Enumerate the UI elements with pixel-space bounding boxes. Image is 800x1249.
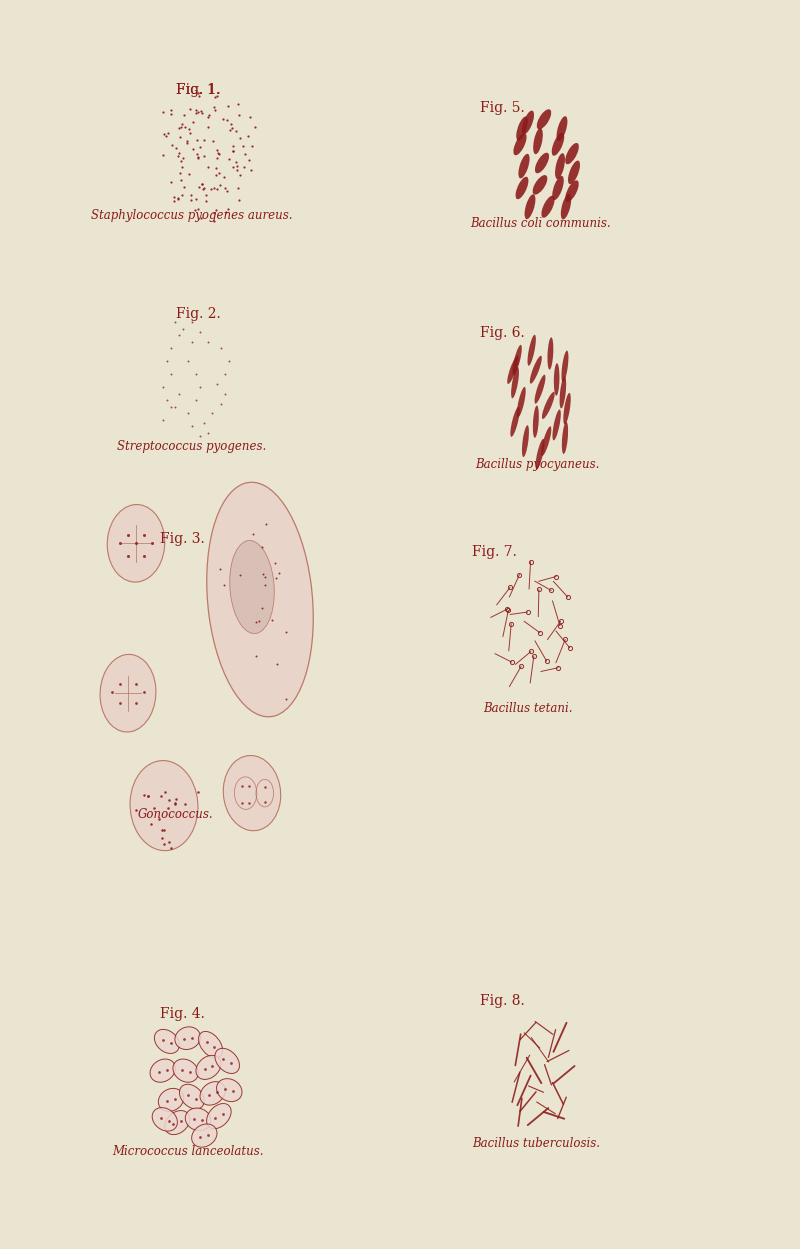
Text: Fig. 3.: Fig. 3. [160, 532, 205, 546]
Text: Bacillus tetani.: Bacillus tetani. [483, 702, 573, 714]
Ellipse shape [557, 116, 567, 141]
Ellipse shape [175, 1027, 201, 1049]
Ellipse shape [555, 154, 565, 179]
Text: Gonococcus.: Gonococcus. [138, 808, 214, 821]
Ellipse shape [179, 1084, 204, 1109]
Ellipse shape [192, 1124, 217, 1147]
Text: Fig. 8.: Fig. 8. [480, 994, 525, 1008]
Ellipse shape [559, 376, 566, 408]
Ellipse shape [533, 175, 547, 195]
Text: Fig. 7.: Fig. 7. [472, 545, 517, 558]
Ellipse shape [522, 425, 529, 457]
Text: Fɪɢ. 1.: Fɪɢ. 1. [176, 82, 220, 96]
Ellipse shape [510, 406, 520, 437]
Ellipse shape [542, 196, 554, 217]
Text: Bacillus tuberculosis.: Bacillus tuberculosis. [472, 1137, 600, 1149]
Ellipse shape [562, 422, 568, 453]
Ellipse shape [568, 161, 580, 184]
Ellipse shape [230, 541, 274, 633]
Ellipse shape [565, 142, 579, 165]
Ellipse shape [566, 180, 578, 202]
Ellipse shape [552, 132, 564, 156]
Ellipse shape [165, 1110, 190, 1134]
Ellipse shape [515, 176, 529, 200]
Text: Micrococcus lanceolatus.: Micrococcus lanceolatus. [112, 1145, 264, 1158]
Ellipse shape [537, 109, 551, 130]
Ellipse shape [541, 426, 551, 456]
Text: Staphylococcus pyogenes aureus.: Staphylococcus pyogenes aureus. [91, 209, 293, 221]
Ellipse shape [554, 363, 559, 396]
Ellipse shape [513, 345, 522, 375]
Ellipse shape [518, 154, 530, 179]
Ellipse shape [552, 176, 564, 200]
Ellipse shape [561, 194, 571, 220]
Ellipse shape [223, 756, 281, 831]
Ellipse shape [517, 387, 526, 417]
Ellipse shape [562, 351, 569, 382]
Ellipse shape [507, 356, 518, 383]
Ellipse shape [535, 152, 549, 174]
Ellipse shape [527, 335, 536, 366]
Ellipse shape [535, 438, 545, 470]
Text: Bacillus pyocyaneus.: Bacillus pyocyaneus. [475, 458, 600, 471]
Ellipse shape [100, 654, 156, 732]
Text: Streptococcus pyogenes.: Streptococcus pyogenes. [118, 440, 266, 452]
Ellipse shape [200, 1082, 226, 1105]
Ellipse shape [158, 1088, 184, 1112]
Ellipse shape [198, 1032, 222, 1058]
Text: Fig. 2.: Fig. 2. [176, 307, 221, 321]
Ellipse shape [514, 134, 526, 155]
Ellipse shape [217, 1079, 242, 1102]
Text: Fig. 4.: Fig. 4. [160, 1007, 205, 1020]
Ellipse shape [522, 111, 534, 134]
Text: Fig. 5.: Fig. 5. [480, 101, 525, 115]
Ellipse shape [553, 410, 561, 441]
Ellipse shape [130, 761, 198, 851]
Ellipse shape [533, 129, 543, 154]
Ellipse shape [533, 406, 539, 438]
Ellipse shape [150, 1059, 175, 1082]
Ellipse shape [542, 392, 554, 418]
Ellipse shape [547, 337, 554, 370]
Ellipse shape [152, 1108, 178, 1132]
Ellipse shape [206, 482, 314, 717]
Ellipse shape [530, 356, 542, 383]
Ellipse shape [186, 1108, 211, 1130]
Ellipse shape [516, 116, 528, 141]
Ellipse shape [525, 195, 535, 219]
Ellipse shape [154, 1029, 179, 1053]
Text: Fig. 1.: Fig. 1. [176, 82, 221, 96]
Ellipse shape [215, 1048, 239, 1073]
Ellipse shape [534, 375, 546, 403]
Ellipse shape [196, 1055, 221, 1079]
Ellipse shape [107, 505, 165, 582]
Ellipse shape [173, 1059, 198, 1082]
Ellipse shape [206, 1104, 231, 1129]
Ellipse shape [511, 367, 519, 398]
Ellipse shape [563, 393, 570, 425]
Text: Fig. 6.: Fig. 6. [480, 326, 525, 340]
Text: Bacillus coli communis.: Bacillus coli communis. [470, 217, 610, 230]
